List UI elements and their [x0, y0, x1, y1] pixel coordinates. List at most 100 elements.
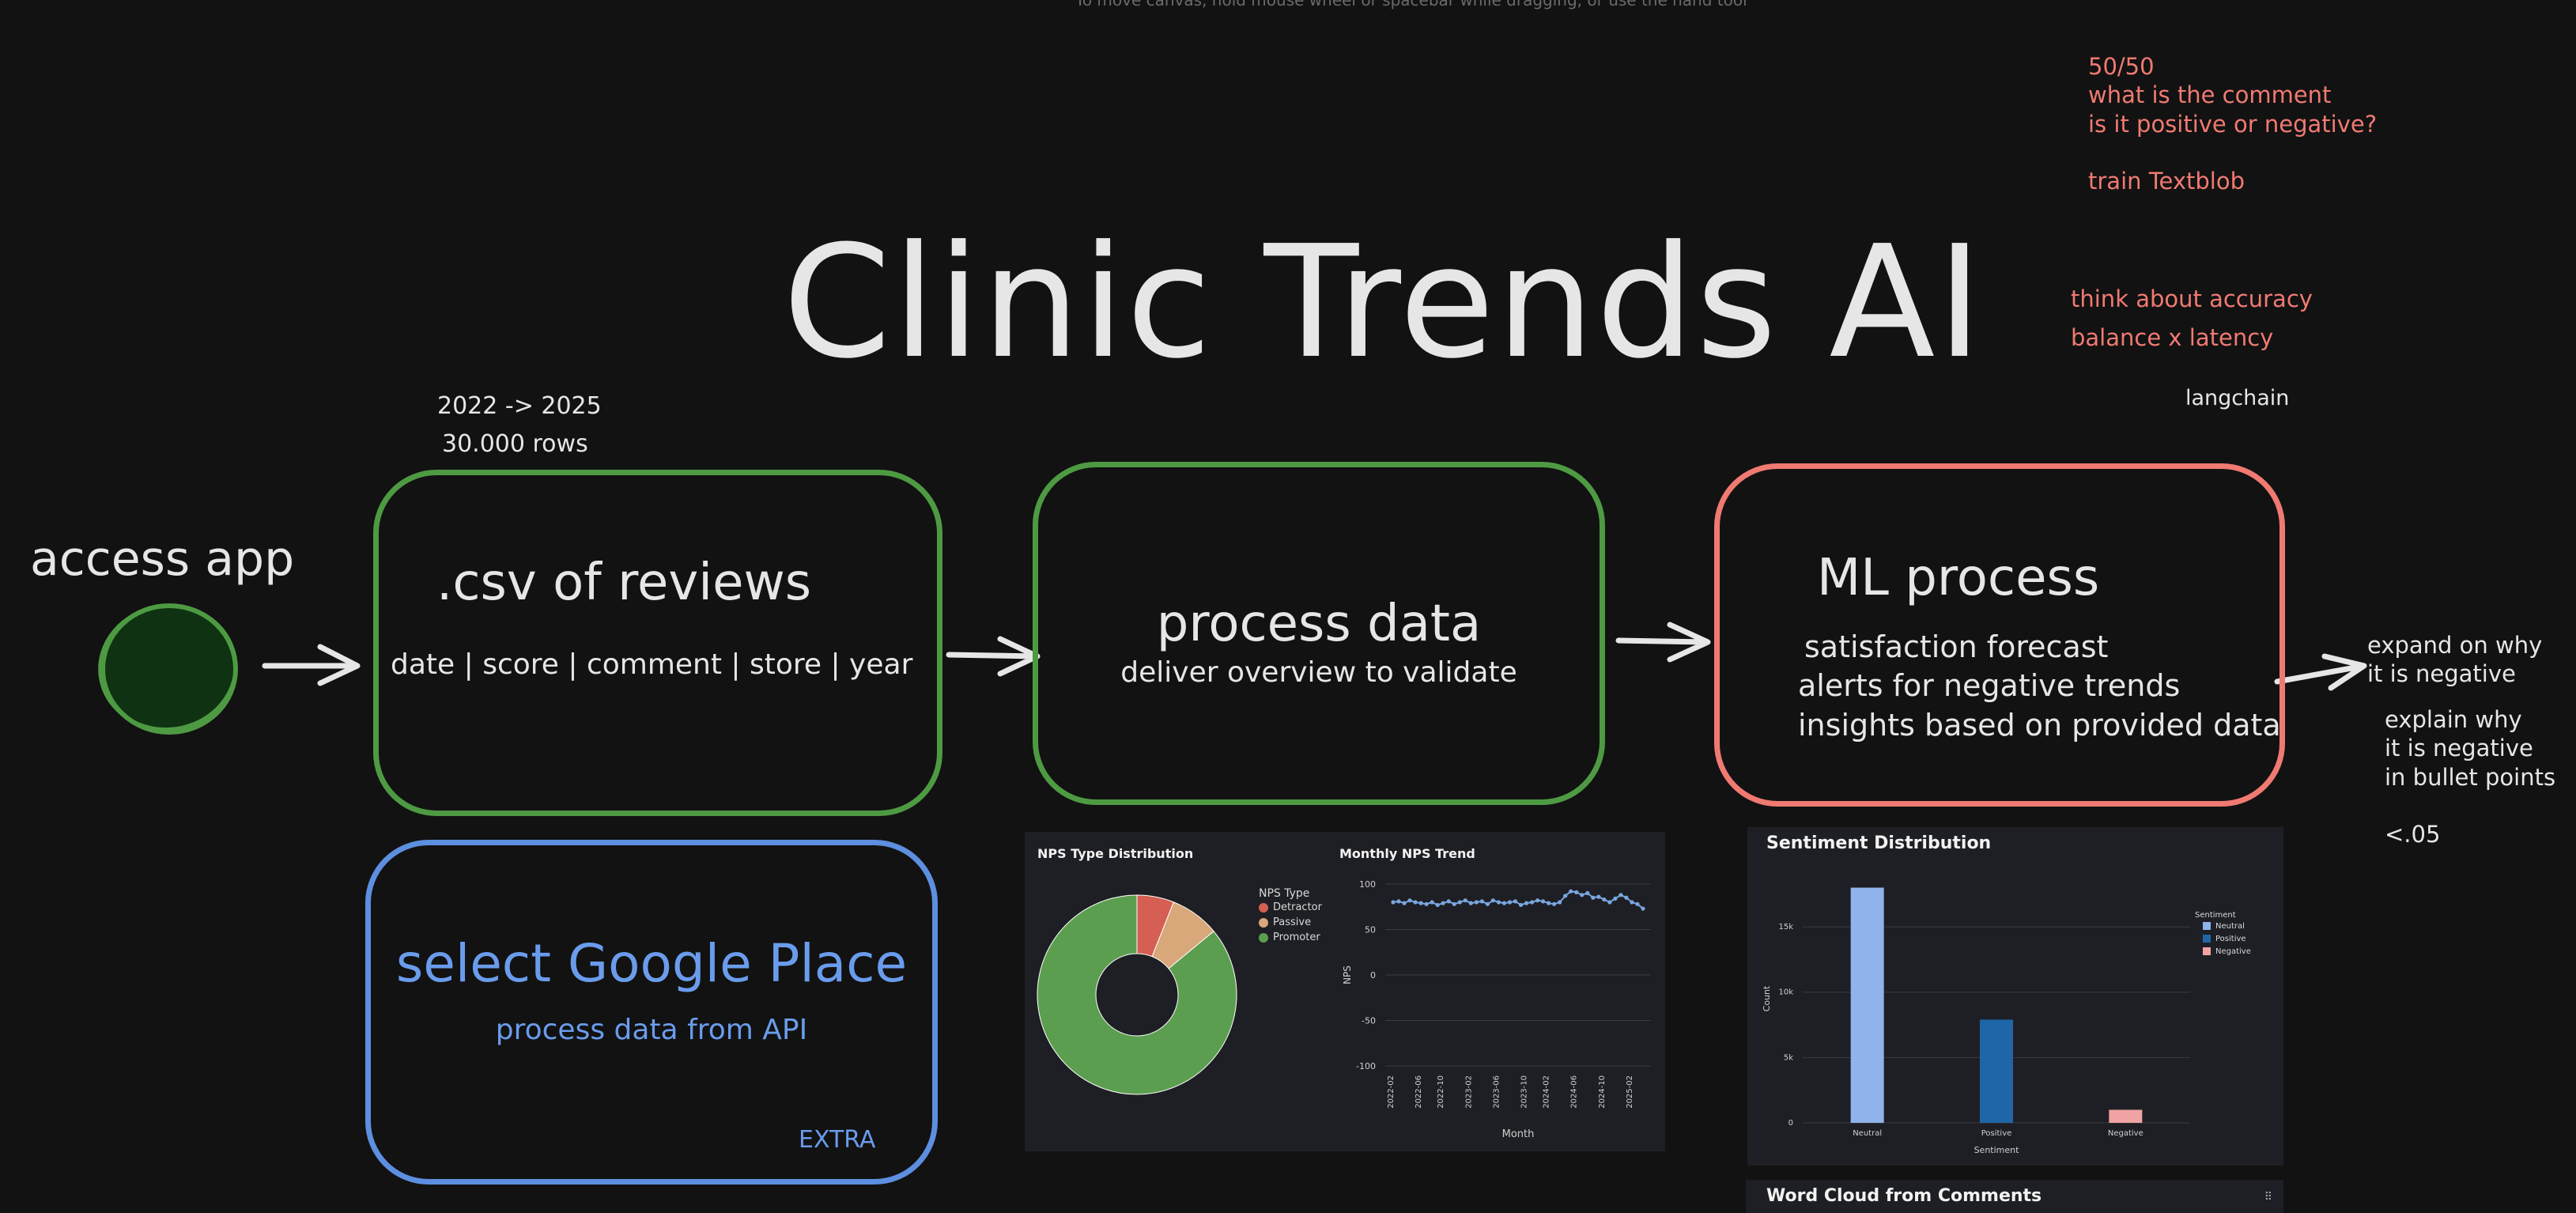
nps-point — [1613, 896, 1618, 901]
nps-point — [1524, 901, 1529, 905]
nps-point — [1529, 900, 1535, 905]
x-axis-label: Month — [1502, 1128, 1535, 1140]
note-line: balance x latency — [2071, 324, 2274, 352]
pie-slice-promoter — [1037, 894, 1237, 1095]
nps-point — [1518, 902, 1524, 908]
nps-point — [1596, 894, 1601, 899]
note-accuracy: think about accuracy balance x latency — [2071, 280, 2313, 358]
note-line: <.05 — [2385, 820, 2441, 848]
nps-point — [1457, 900, 1462, 905]
arrow-circle-to-csv — [262, 644, 361, 686]
process-data-box[interactable] — [1033, 462, 1605, 805]
csv-box[interactable] — [373, 470, 942, 816]
nps-point — [1513, 899, 1518, 904]
y-tick-label: -100 — [1356, 1061, 1376, 1071]
nps-point — [1446, 899, 1451, 904]
y-tick-label: 100 — [1359, 879, 1376, 890]
y-tick-label: 5k — [1784, 1053, 1793, 1062]
nps-legend-title: NPS Type — [1259, 887, 1310, 900]
bar-negative — [2109, 1109, 2143, 1123]
x-tick-label: Neutral — [1853, 1129, 1882, 1138]
nps-point — [1485, 901, 1490, 906]
extra-tag: EXTRA — [799, 1126, 876, 1154]
nps-point — [1569, 889, 1573, 894]
x-tick-label: 2023-10 — [1520, 1075, 1529, 1109]
start-circle-icon[interactable] — [93, 596, 245, 742]
nps-point — [1558, 900, 1562, 905]
nps-point — [1463, 898, 1467, 903]
legend-neutral: Neutral — [2203, 922, 2245, 931]
nps-point — [1490, 898, 1495, 903]
nps-point — [1441, 901, 1445, 905]
note-line: in bullet points — [2385, 763, 2556, 791]
note-line: explain why — [2385, 706, 2522, 733]
nps-point — [1391, 900, 1396, 905]
legend-label: Neutral — [2215, 922, 2245, 931]
nps-point — [1541, 899, 1546, 904]
note-line: it is negative — [2367, 660, 2516, 688]
legend-swatch — [1259, 932, 1268, 943]
note-line: train Textblob — [2088, 167, 2245, 195]
note-line: 50/50 — [2088, 53, 2155, 80]
nps-point — [1552, 901, 1557, 906]
nps-point — [1591, 895, 1596, 900]
legend-label: Detractor — [1273, 901, 1322, 913]
process-data-title: process data — [1156, 595, 1482, 653]
note-line: 2022 -> 2025 — [437, 392, 602, 420]
y-tick-label: 10k — [1778, 988, 1793, 997]
canvas-hint: To move canvas, hold mouse wheel or spac… — [1075, 0, 1747, 9]
nps-point — [1618, 893, 1623, 897]
nps-series-line — [1392, 890, 1644, 909]
nps-point — [1413, 900, 1418, 905]
google-place-title: select Google Place — [395, 933, 908, 994]
note-langchain: langchain — [2185, 386, 2290, 410]
x-tick-label: 2022-06 — [1415, 1075, 1423, 1109]
google-place-subtitle: process data from API — [495, 1014, 808, 1046]
ml-process-box[interactable] — [1714, 463, 2285, 807]
google-place-box[interactable] — [365, 840, 938, 1185]
y-tick-label: 0 — [1370, 970, 1376, 981]
note-line: expand on why — [2367, 632, 2543, 659]
note-textblob: 50/50 what is the comment is it positive… — [2088, 52, 2377, 195]
nps-point — [1479, 899, 1484, 904]
nps-point — [1402, 901, 1407, 905]
note-expand: expand on why it is negative — [2367, 631, 2542, 689]
sentiment-bar-chart: 0 5k 10k 15k Neutral Positive Negative Sentimen… — [1762, 887, 2190, 1155]
bar-neutral — [1850, 887, 1884, 1123]
y-tick-label: 50 — [1365, 925, 1376, 935]
x-tick-label: 2025-02 — [1626, 1075, 1634, 1109]
nps-trend-chart: 100 50 0 -50 -100 2022-02 2022-06 2022-10 2023-0… — [1342, 879, 1651, 1140]
x-tick-label: 2023-02 — [1464, 1075, 1473, 1109]
x-tick-label: 2022-02 — [1387, 1075, 1396, 1109]
x-tick-label: 2022-10 — [1437, 1075, 1445, 1109]
nps-point — [1563, 894, 1568, 898]
x-tick-label: 2024-02 — [1543, 1075, 1551, 1109]
legend-swatch — [2203, 922, 2211, 930]
note-line: 30.000 rows — [442, 430, 588, 458]
note-explain: explain why it is negative in bullet poi… — [2385, 705, 2555, 848]
nps-point — [1435, 902, 1440, 908]
nps-donut-chart — [1037, 894, 1237, 1095]
y-tick-label: -50 — [1362, 1016, 1376, 1026]
note-line: is it positive or negative? — [2088, 110, 2378, 138]
drag-handle-icon[interactable]: ⠿ — [2264, 1191, 2272, 1204]
legend-label: Passive — [1273, 916, 1312, 928]
nps-point — [1607, 900, 1612, 905]
nps-pie-title: NPS Type Distribution — [1037, 846, 1194, 861]
nps-point — [1396, 899, 1401, 904]
ml-process-lines: satisfaction forecast alerts for negativ… — [1798, 628, 2281, 745]
legend-detractor: Detractor — [1259, 901, 1322, 913]
nps-point — [1624, 895, 1629, 900]
y-tick-label: 15k — [1778, 923, 1793, 931]
legend-positive: Positive — [2203, 935, 2246, 943]
nps-trend-title: Monthly NPS Trend — [1339, 846, 1475, 861]
legend-swatch — [1259, 902, 1268, 913]
nps-point — [1585, 890, 1590, 896]
legend-swatch — [2203, 947, 2211, 955]
nps-point — [1635, 901, 1640, 906]
nps-charts-panel: NPS Type Distribution NPS Type Detractor… — [1025, 832, 1665, 1151]
nps-point — [1630, 900, 1634, 905]
legend-label: Positive — [2215, 935, 2246, 943]
sentiment-title: Sentiment Distribution — [1766, 833, 1992, 853]
